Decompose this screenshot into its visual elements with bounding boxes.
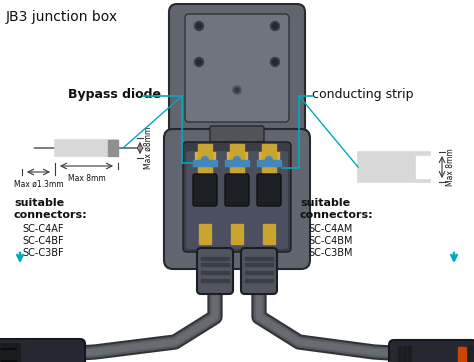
Circle shape (197, 24, 201, 29)
Text: SC-C4AF: SC-C4AF (22, 224, 64, 234)
Bar (408, 346, 411, 362)
Circle shape (273, 24, 277, 29)
Bar (259, 152, 279, 162)
Text: Bypass diode: Bypass diode (68, 88, 161, 101)
Bar (231, 224, 243, 244)
Circle shape (197, 59, 201, 64)
Circle shape (273, 59, 277, 64)
Bar (12, 346, 15, 362)
Circle shape (234, 156, 240, 164)
FancyBboxPatch shape (197, 248, 233, 294)
Circle shape (233, 86, 241, 94)
Bar (245, 279, 273, 282)
Bar (245, 271, 273, 274)
FancyBboxPatch shape (0, 339, 85, 362)
Text: SC-C4BF: SC-C4BF (22, 236, 64, 246)
Bar (7, 346, 10, 362)
Bar (201, 271, 229, 274)
Bar (201, 257, 229, 260)
FancyBboxPatch shape (193, 174, 217, 206)
Circle shape (235, 88, 239, 92)
Text: JB3 junction box: JB3 junction box (6, 10, 118, 24)
Circle shape (201, 156, 209, 164)
Bar (416, 156, 430, 178)
Bar (201, 279, 229, 282)
Text: suitable
connectors:: suitable connectors: (300, 198, 374, 220)
Bar (245, 257, 273, 260)
FancyBboxPatch shape (241, 248, 277, 294)
Bar (225, 160, 249, 166)
Bar (403, 346, 406, 362)
Bar (108, 140, 118, 156)
Bar (257, 160, 281, 166)
Text: suitable
connectors:: suitable connectors: (14, 198, 88, 220)
FancyBboxPatch shape (225, 174, 249, 206)
Bar (227, 152, 247, 162)
Circle shape (271, 21, 280, 30)
FancyBboxPatch shape (210, 126, 264, 142)
FancyBboxPatch shape (169, 4, 305, 138)
Bar (195, 152, 215, 162)
FancyBboxPatch shape (186, 151, 288, 249)
Bar (2, 346, 5, 362)
Text: SC-C4AM: SC-C4AM (308, 224, 352, 234)
Circle shape (265, 156, 273, 164)
FancyBboxPatch shape (164, 129, 310, 269)
Bar (262, 144, 276, 174)
Bar (230, 144, 244, 174)
Text: Max 8mm: Max 8mm (68, 174, 105, 183)
Circle shape (194, 58, 203, 67)
Bar (198, 144, 212, 174)
Bar (398, 346, 401, 362)
FancyBboxPatch shape (0, 343, 21, 362)
Text: SC-C4BM: SC-C4BM (308, 236, 353, 246)
FancyBboxPatch shape (257, 174, 281, 206)
Text: Max 8mm: Max 8mm (446, 148, 455, 186)
Text: Max ø1.3mm: Max ø1.3mm (14, 180, 64, 189)
FancyBboxPatch shape (389, 340, 474, 362)
Text: SC-C3BF: SC-C3BF (22, 248, 64, 258)
Bar (193, 160, 217, 166)
Bar (201, 263, 229, 266)
Circle shape (194, 21, 203, 30)
Text: Max ø8mm: Max ø8mm (144, 127, 153, 169)
Bar (55, 140, 118, 156)
FancyBboxPatch shape (183, 142, 291, 252)
Bar (199, 224, 211, 244)
Text: conducting strip: conducting strip (312, 88, 413, 101)
Circle shape (271, 58, 280, 67)
Bar (458, 347, 466, 362)
FancyBboxPatch shape (185, 14, 289, 122)
Bar (263, 224, 275, 244)
Bar (245, 263, 273, 266)
Bar (17, 346, 20, 362)
FancyBboxPatch shape (462, 346, 474, 362)
Bar (358, 152, 430, 182)
Text: SC-C3BM: SC-C3BM (308, 248, 353, 258)
